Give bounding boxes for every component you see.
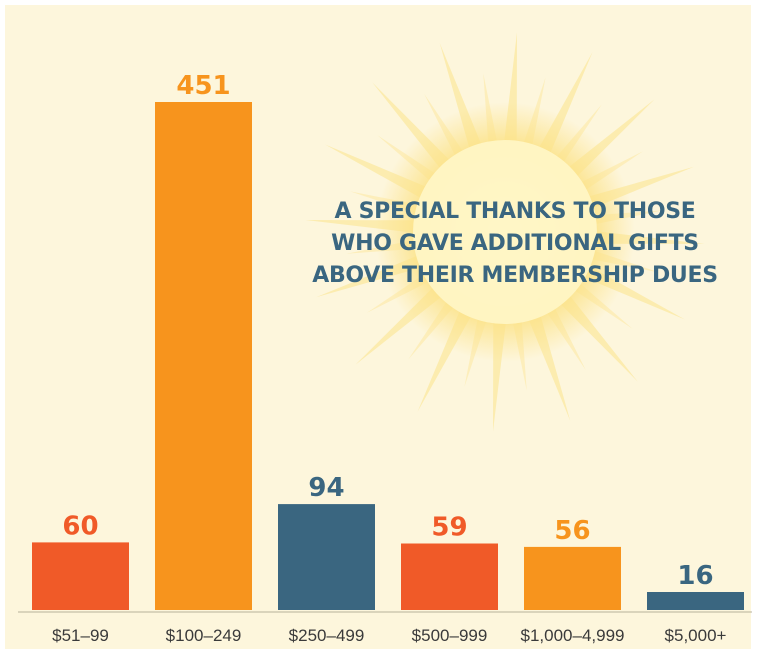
bar-5 bbox=[524, 546, 621, 610]
x-tick-label-4: $500–999 bbox=[412, 626, 488, 645]
x-tick-label-6: $5,000+ bbox=[665, 626, 727, 645]
value-label-3: 94 bbox=[308, 473, 344, 503]
bar-6 bbox=[647, 592, 744, 610]
x-tick-label-2: $100–249 bbox=[166, 626, 242, 645]
chart-panel bbox=[5, 5, 751, 649]
chart-title-line-1: A SPECIAL THANKS TO THOSE bbox=[334, 199, 696, 224]
value-label-1: 60 bbox=[62, 511, 98, 541]
bar-4 bbox=[401, 543, 498, 610]
x-tick-label-5: $1,000–4,999 bbox=[521, 626, 625, 645]
value-label-5: 56 bbox=[554, 516, 590, 546]
chart-title-line-3: ABOVE THEIR MEMBERSHIP DUES bbox=[312, 263, 718, 288]
value-label-6: 16 bbox=[677, 561, 713, 591]
bar-2 bbox=[155, 102, 252, 610]
value-label-4: 59 bbox=[431, 513, 467, 543]
value-label-2: 451 bbox=[176, 71, 230, 101]
bar-3 bbox=[278, 504, 375, 610]
bar-1 bbox=[32, 542, 129, 610]
x-tick-label-1: $51–99 bbox=[52, 626, 109, 645]
x-tick-label-3: $250–499 bbox=[289, 626, 365, 645]
sun-icon bbox=[305, 32, 705, 432]
sun-disc bbox=[413, 140, 597, 324]
chart-title-line-2: WHO GAVE ADDITIONAL GIFTS bbox=[331, 231, 699, 256]
